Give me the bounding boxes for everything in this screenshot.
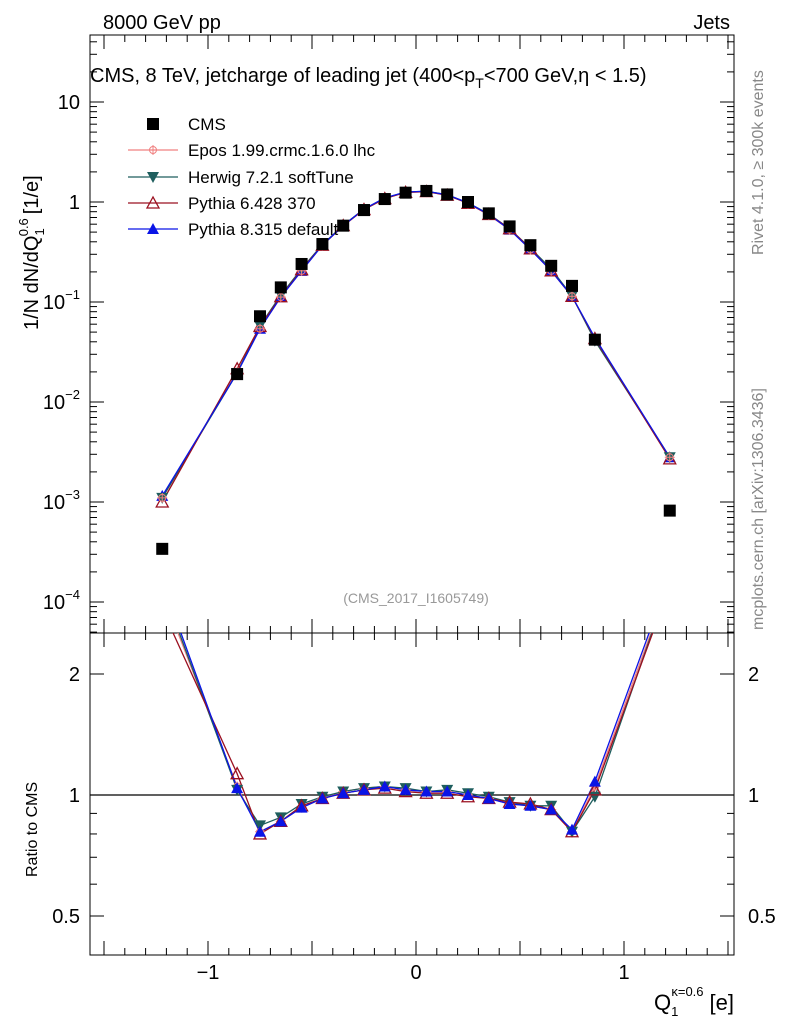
main-point-pythia6 — [155, 494, 170, 508]
ratio-point-pythia8 — [254, 825, 266, 837]
x-tick-label: 0 — [410, 962, 421, 984]
main-y-tick-label: 1 — [69, 192, 80, 214]
main-y-axis-label-sub: 1 — [32, 228, 47, 235]
ratio-point-pythia8 — [420, 785, 433, 797]
ratio-y-tick-label-right: 0.5 — [748, 906, 776, 928]
main-point-cms — [524, 239, 537, 252]
rivet-version-label: Rivet 4.1.0, ≥ 300k events — [750, 70, 767, 255]
main-y-tick-label: 10−4 — [43, 587, 80, 614]
ratio-point-pythia8 — [231, 782, 244, 794]
ratio-point-pythia8 — [545, 803, 558, 815]
main-axes: 10 1 10−1 10−2 10−3 10−4 — [43, 35, 734, 633]
category-label: Jets — [693, 12, 730, 34]
x-axis-label-sup: κ=0.6 — [671, 984, 703, 999]
ratio-point-pythia8 — [503, 797, 516, 809]
ratio-point-pythia8 — [462, 789, 474, 800]
main-point-cms — [231, 368, 244, 381]
legend-label-pythia8: Pythia 8.315 default — [188, 220, 339, 239]
legend-marker-pythia8 — [147, 223, 159, 234]
legend-label-herwig: Herwig 7.2.1 softTune — [188, 168, 354, 187]
legend-marker-cms — [147, 118, 159, 130]
main-y-tick-label: 10 — [58, 92, 80, 114]
main-point-cms — [156, 542, 169, 555]
main-point-cms — [295, 257, 308, 270]
main-series-group — [155, 184, 677, 555]
legend-marker-epos — [148, 145, 158, 155]
main-y-axis-label: 1/N dN/dQ10.6 [1/e] — [16, 175, 47, 330]
main-point-epos — [157, 492, 168, 503]
main-y-axis-label-unit: [1/e] — [21, 175, 43, 214]
ratio-plot-frame — [89, 632, 735, 956]
main-point-cms — [316, 238, 329, 251]
main-point-cms — [274, 281, 287, 294]
main-y-axis-label-sup: 0.6 — [16, 218, 31, 236]
ratio-point-pythia6 — [587, 782, 602, 796]
ratio-point-pythia8 — [524, 799, 537, 811]
ratio-y-tick-label: 0.5 — [52, 906, 80, 928]
main-point-cms — [337, 219, 350, 232]
legend: CMS Epos 1.99.crmc.1.6.0 lhc Herwig 7.2.1 … — [128, 115, 376, 239]
x-axis-label-text: Q — [654, 990, 671, 1015]
ratio-y-tick-label-right: 2 — [748, 664, 759, 686]
main-point-cms — [482, 207, 495, 220]
ratio-point-pythia8 — [274, 815, 287, 827]
main-point-cms — [441, 188, 454, 201]
ratio-point-pythia8 — [337, 787, 350, 799]
main-point-epos — [567, 291, 577, 302]
ratio-y-tick-label: 1 — [69, 785, 80, 807]
main-point-epos — [255, 323, 265, 334]
ratio-point-pythia8 — [482, 792, 495, 804]
main-y-tick-label: 10−1 — [43, 287, 80, 314]
ratio-point-pythia8 — [358, 783, 370, 795]
plot-title: CMS, 8 TeV, jetcharge of leading jet (40… — [90, 65, 647, 91]
x-axis-label-unit: [e] — [710, 990, 734, 1015]
ratio-point-pythia8 — [378, 780, 391, 792]
legend-marker-herwig — [147, 172, 159, 183]
main-y-axis-label-text: 1/N dN/dQ — [21, 236, 43, 330]
main-point-cms — [462, 196, 474, 208]
main-point-epos — [664, 452, 675, 463]
ratio-point-pythia8 — [566, 823, 578, 835]
x-tick-label: −1 — [197, 962, 220, 984]
ratio-series-group — [172, 633, 654, 840]
mcplots-label: mcplots.cern.ch [arXiv:1306.3436] — [750, 388, 767, 630]
analysis-id-label: (CMS_2017_I1605749) — [343, 590, 489, 606]
main-y-tick-label: 10−3 — [43, 487, 80, 514]
main-point-cms — [378, 193, 391, 206]
ratio-y-axis-label: Ratio to CMS — [24, 782, 41, 877]
main-plot-frame — [89, 34, 735, 634]
main-point-cms — [663, 504, 676, 517]
ratio-y-tick-label-right: 1 — [748, 785, 759, 807]
main-point-cms — [545, 259, 558, 272]
legend-marker-pythia6 — [145, 195, 161, 209]
ratio-point-pythia8 — [588, 775, 601, 787]
main-y-tick-label: 10−2 — [43, 387, 80, 414]
ratio-point-pythia6 — [230, 766, 245, 780]
ratio-y-tick-label: 2 — [69, 664, 80, 686]
main-point-cms — [358, 204, 370, 217]
plot-title-main: CMS, 8 TeV, jetcharge of leading jet (40… — [90, 65, 475, 87]
energy-label: 8000 GeV pp — [103, 12, 221, 34]
main-point-cms — [254, 310, 266, 323]
legend-label-epos: Epos 1.99.crmc.1.6.0 lhc — [188, 141, 376, 160]
x-axis-label: Q1 κ=0.6 [e] — [654, 984, 734, 1019]
ratio-axes: −1 0 1 2 2 1 1 0.5 0.5 — [52, 633, 776, 984]
plot-title-end: <700 GeV,η < 1.5) — [484, 65, 647, 87]
legend-label-cms: CMS — [188, 115, 226, 134]
legend-label-pythia6: Pythia 6.428 370 — [188, 194, 316, 213]
main-point-cms — [503, 220, 516, 233]
ratio-point-pythia8 — [295, 801, 308, 813]
main-point-cms — [566, 279, 578, 292]
ratio-point-pythia8 — [399, 783, 412, 795]
x-axis-label-sub: 1 — [671, 1004, 678, 1019]
plot-title-subscript: T — [475, 75, 484, 91]
main-point-cms — [588, 333, 601, 346]
ratio-point-pythia8 — [316, 792, 329, 804]
x-tick-label: 1 — [618, 962, 629, 984]
main-point-cms — [420, 184, 433, 197]
main-point-epos — [275, 292, 286, 303]
main-point-cms — [399, 186, 412, 199]
ratio-point-pythia8 — [441, 785, 454, 797]
